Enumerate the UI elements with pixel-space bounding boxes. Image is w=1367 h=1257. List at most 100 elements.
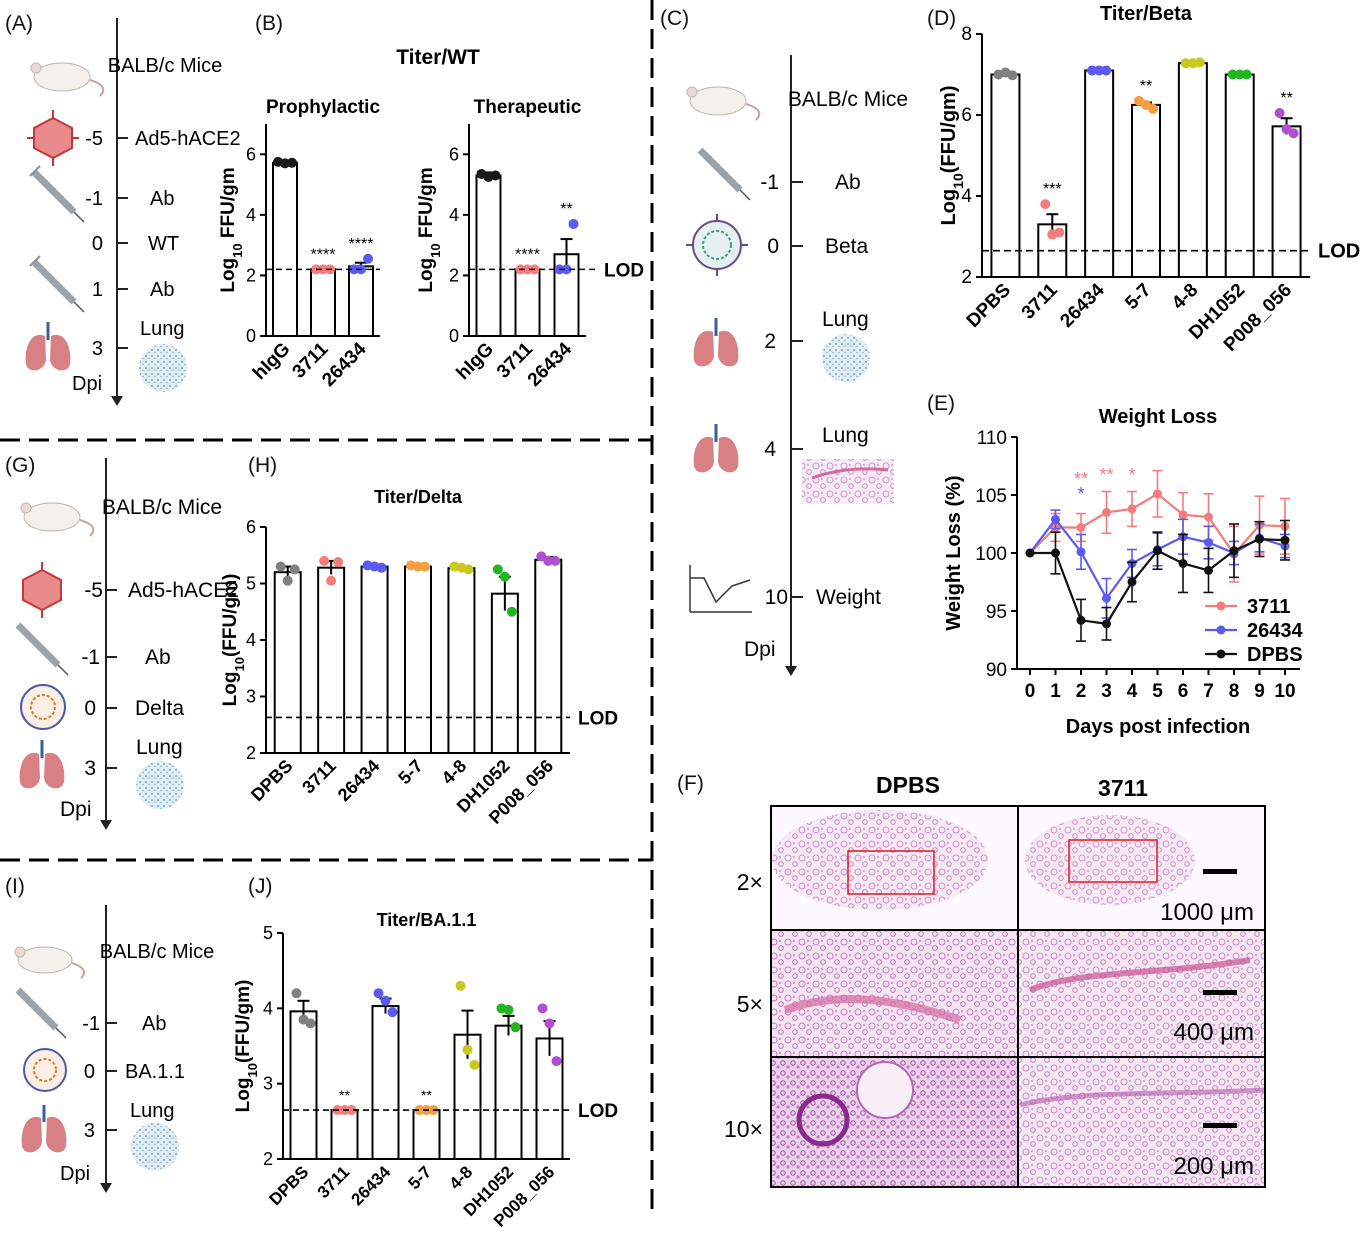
y-axis-label: Weight Loss (%) bbox=[943, 475, 965, 630]
data-point bbox=[1255, 534, 1264, 544]
ab-label: Ab bbox=[150, 279, 174, 301]
bar bbox=[317, 566, 346, 754]
y-tick-label: 0 bbox=[246, 326, 256, 346]
x-tick-label: 5-7 bbox=[405, 1162, 436, 1193]
significance-label: ** bbox=[1074, 469, 1088, 489]
data-point bbox=[1007, 70, 1018, 81]
data-point bbox=[462, 1044, 473, 1055]
data-point bbox=[414, 1105, 425, 1116]
x-tick-label: 26434 bbox=[347, 1162, 394, 1209]
bar bbox=[272, 161, 298, 337]
bar bbox=[360, 565, 389, 754]
x-tick-label: 4-8 bbox=[446, 1162, 477, 1193]
ab-label: Ab bbox=[150, 188, 174, 210]
y-tick-label: 4 bbox=[449, 205, 459, 225]
lod-label: LOD bbox=[604, 260, 644, 281]
syringe-icon bbox=[29, 255, 85, 313]
significance-label: *** bbox=[1043, 181, 1062, 198]
x-tick-label: DPBS bbox=[265, 1162, 312, 1209]
timeline-day: 1 bbox=[92, 279, 103, 301]
timeline-day: -5 bbox=[85, 128, 103, 150]
x-tick-label: 6 bbox=[1178, 681, 1189, 702]
x-tick-label: hIgG bbox=[453, 339, 498, 384]
y-tick-label: 90 bbox=[986, 660, 1007, 681]
x-tick-label: DPBS bbox=[247, 756, 297, 806]
bar bbox=[490, 592, 519, 754]
panel-label-e: (E) bbox=[927, 392, 955, 415]
histology-thumbnail bbox=[802, 459, 894, 504]
data-point bbox=[333, 557, 344, 568]
virus-red-icon bbox=[27, 110, 79, 166]
virus-orange-icon bbox=[23, 1048, 67, 1092]
row-label-2x: 2× bbox=[737, 869, 763, 895]
significance-label: ** bbox=[1280, 90, 1292, 107]
histology-image bbox=[1018, 1057, 1265, 1187]
panel-label-c: (C) bbox=[660, 7, 689, 30]
plaque-icon bbox=[136, 761, 184, 809]
data-point bbox=[1054, 227, 1065, 238]
data-point bbox=[1102, 593, 1111, 603]
panel-label-j: (J) bbox=[248, 875, 273, 898]
data-point bbox=[463, 564, 474, 575]
mouse-icon bbox=[686, 86, 761, 121]
data-point bbox=[318, 264, 328, 275]
y-tick-label: 8 bbox=[961, 24, 972, 45]
x-tick-label: 4-8 bbox=[438, 756, 471, 789]
chart-titer-ba11: Titer/BA.1.1Log10(FFU/gm)2345DPBS**37112… bbox=[233, 910, 618, 1231]
x-tick-label: 3 bbox=[1101, 681, 1112, 702]
scale-bar bbox=[1203, 990, 1237, 995]
ad5-label: Ad5-hACE2 bbox=[135, 128, 241, 150]
x-tick-label: 5-7 bbox=[1121, 280, 1155, 314]
bar bbox=[514, 268, 541, 337]
data-point bbox=[319, 555, 330, 566]
data-point bbox=[568, 218, 579, 229]
panel-b-title: Titer/WT bbox=[396, 46, 480, 69]
legend-marker bbox=[1216, 625, 1226, 635]
x-tick-label: 26434 bbox=[524, 338, 577, 391]
data-point bbox=[499, 571, 510, 582]
data-point bbox=[537, 1003, 548, 1014]
lod-label: LOD bbox=[578, 1101, 618, 1122]
mouse-icon bbox=[14, 946, 85, 979]
panel-label-i: (I) bbox=[5, 875, 25, 898]
data-point bbox=[1288, 128, 1299, 139]
significance-label: * bbox=[1077, 484, 1084, 504]
dpi-label: Dpi bbox=[72, 373, 102, 395]
bar bbox=[310, 268, 336, 337]
syringe-icon bbox=[697, 147, 751, 201]
chart-title: Prophylactic bbox=[266, 97, 380, 118]
ba11-label: BA.1.1 bbox=[125, 1061, 185, 1083]
x-tick-label: 26434 bbox=[334, 756, 384, 806]
data-point bbox=[543, 555, 554, 566]
scale-bar-label: 200 μm bbox=[1173, 1153, 1254, 1180]
bar bbox=[475, 174, 502, 337]
x-tick-label: 4 bbox=[1127, 681, 1138, 702]
bar bbox=[447, 567, 476, 754]
bar bbox=[1177, 62, 1208, 278]
data-point bbox=[1204, 538, 1213, 548]
y-tick-label: 6 bbox=[246, 144, 256, 164]
histology-panel: DPBS 3711 2× 5× 10× 1000 μm 400 μm 200 μ bbox=[724, 772, 1266, 1188]
data-point bbox=[1229, 546, 1239, 556]
bar bbox=[1084, 69, 1115, 278]
data-point bbox=[349, 264, 359, 275]
legend-label: 3711 bbox=[1247, 596, 1290, 618]
lung-icon bbox=[19, 740, 65, 789]
data-point bbox=[420, 561, 430, 572]
mice-label: BALB/c Mice bbox=[788, 88, 908, 111]
data-point bbox=[1076, 615, 1086, 625]
data-point bbox=[522, 264, 533, 275]
lung-label: Lung bbox=[140, 318, 185, 340]
y-tick-label: 6 bbox=[246, 517, 256, 537]
chart-title: Titer/Delta bbox=[374, 487, 463, 507]
ab-label: Ab bbox=[835, 171, 861, 194]
x-tick-label: 7 bbox=[1203, 681, 1214, 702]
data-point bbox=[455, 980, 466, 991]
data-point bbox=[510, 1022, 521, 1033]
column-header-3711: 3711 bbox=[1098, 775, 1148, 801]
y-tick-label: 2 bbox=[263, 1149, 273, 1169]
y-tick-label: 4 bbox=[246, 205, 256, 225]
panel-letters: (A) (B) (C) (D) (E) (F) (G) (H) (I) (J) bbox=[5, 7, 956, 898]
bar bbox=[330, 1109, 359, 1160]
y-axis-label: Log10 FFU/gm bbox=[416, 167, 443, 292]
